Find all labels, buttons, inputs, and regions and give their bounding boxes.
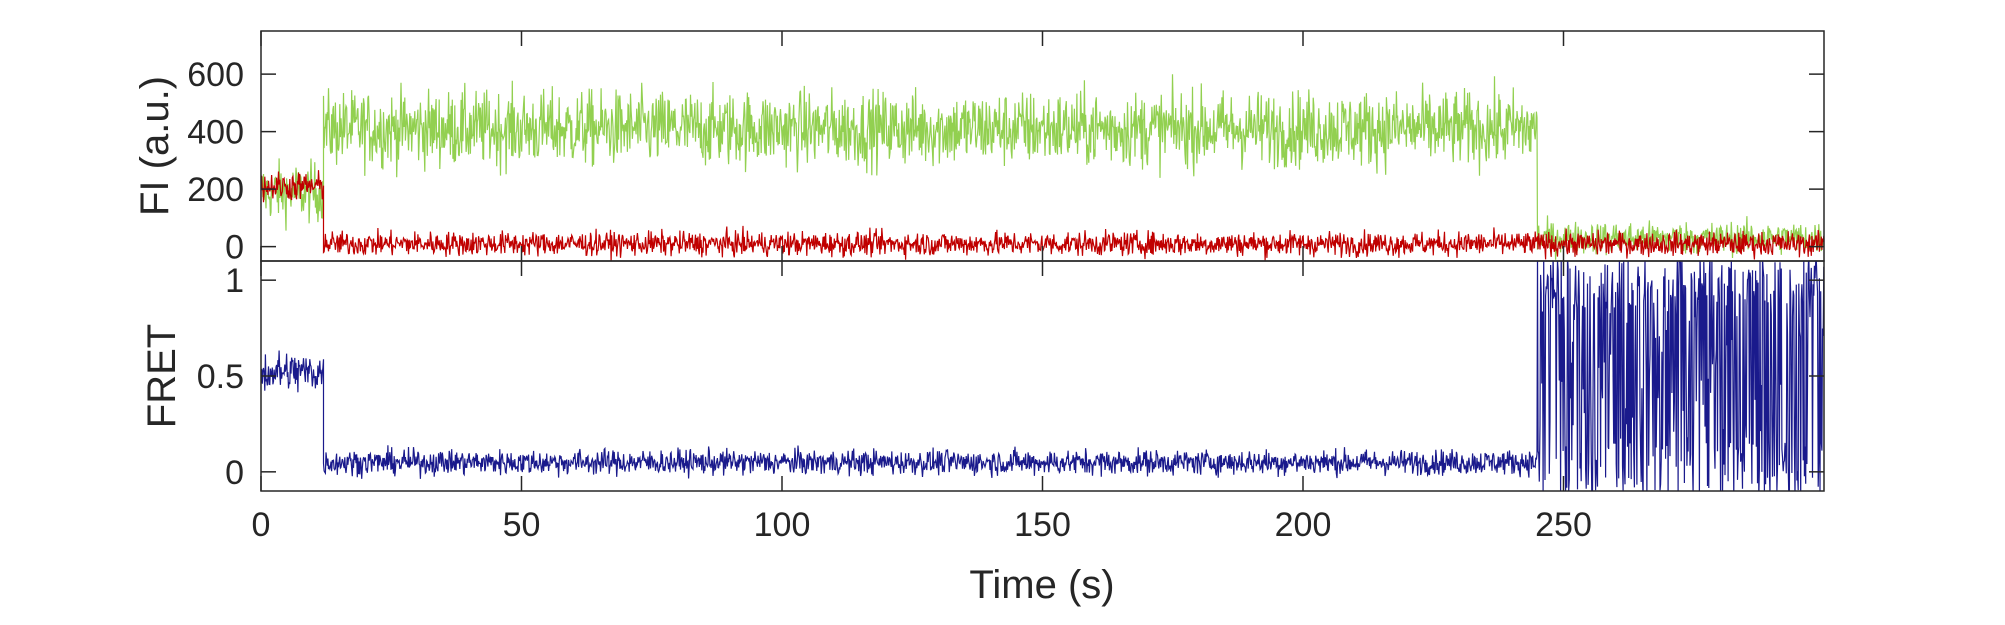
series-line-1-0 (261, 261, 1824, 491)
fret-efficiency-panel: 00.51 0 50 100 150 200 250 FRET Time (s) (140, 260, 1825, 607)
x-tick-label: 100 (754, 506, 811, 544)
y-tick-label: 200 (187, 171, 244, 209)
series-line-0-0 (261, 74, 1824, 260)
top-y-ticks: 0 200 400 600 (187, 31, 1824, 267)
x-tick-label: 150 (1014, 506, 1071, 544)
x-tick-label: 200 (1275, 506, 1332, 544)
fluorescence-intensity-panel: 0 200 400 600 FI (a.u.) (133, 30, 1825, 267)
bottom-x-ticks: 0 50 100 150 200 250 (252, 261, 1592, 544)
fret-series-group (261, 261, 1824, 491)
y-tick-label: 600 (187, 56, 244, 94)
x-tick-label: 250 (1535, 506, 1592, 544)
x-tick-label: 50 (503, 506, 541, 544)
bottom-y-ticks: 00.51 (197, 262, 1824, 492)
top-y-axis-label: FI (a.u.) (133, 76, 177, 216)
y-tick-label: 1 (225, 262, 244, 300)
bottom-y-axis-label: FRET (140, 324, 184, 428)
y-tick-label: 400 (187, 114, 244, 152)
fluorescence-series-group (261, 74, 1824, 261)
top-plot-frame (260, 30, 1825, 262)
x-axis-label: Time (s) (969, 563, 1114, 607)
y-tick-label: 0 (225, 229, 244, 267)
y-tick-label: 0.5 (197, 358, 244, 396)
x-tick-label: 0 (252, 506, 271, 544)
y-tick-label: 0 (225, 454, 244, 492)
